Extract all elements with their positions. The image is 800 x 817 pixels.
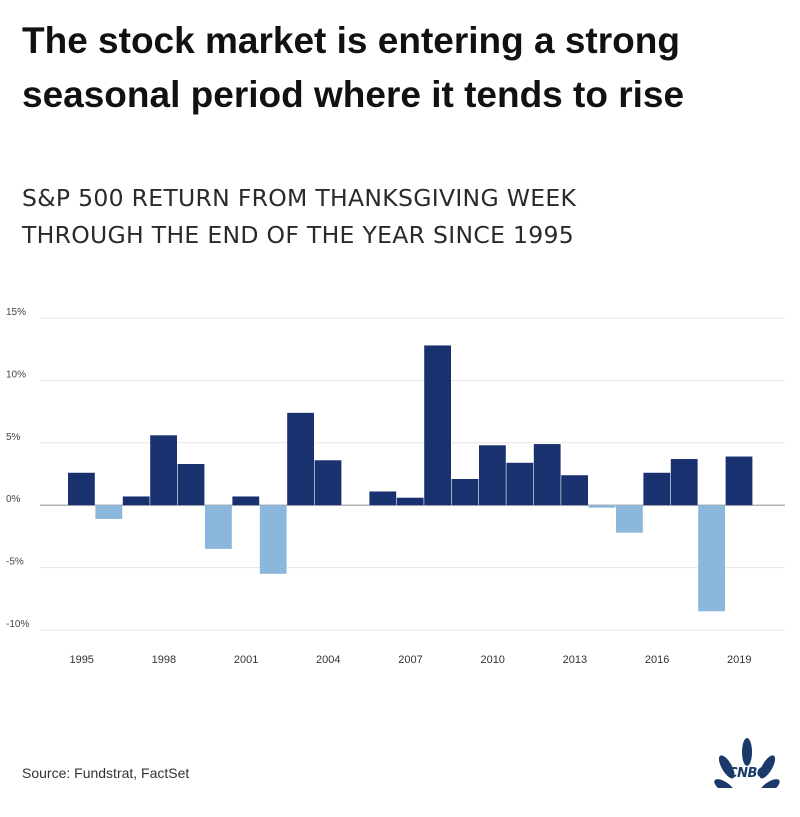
y-tick-label: 0% bbox=[6, 494, 21, 505]
x-tick-label: 2004 bbox=[316, 654, 340, 666]
bar-2017 bbox=[670, 459, 698, 506]
bar-2004 bbox=[314, 460, 342, 506]
subtitle-line-2: THROUGH THE END OF THE YEAR SINCE 1995 bbox=[22, 221, 575, 249]
bar-2001 bbox=[232, 496, 260, 506]
source-note: Source: Fundstrat, FactSet bbox=[22, 765, 190, 781]
nbc-peacock-icon bbox=[714, 738, 780, 788]
x-tick-label: 2019 bbox=[727, 654, 751, 666]
bar-2019 bbox=[725, 456, 753, 506]
x-tick-label: 2016 bbox=[645, 654, 669, 666]
x-tick-label: 2010 bbox=[480, 654, 504, 666]
bar-2006 bbox=[369, 491, 397, 506]
bar-2010 bbox=[479, 445, 506, 506]
y-tick-label: 5% bbox=[6, 432, 21, 443]
bar-2007 bbox=[396, 497, 424, 506]
y-tick-label: 15% bbox=[6, 307, 26, 318]
bar-1997 bbox=[122, 496, 150, 506]
bar-2002 bbox=[259, 505, 287, 574]
y-tick-label: -5% bbox=[6, 557, 24, 568]
bar-2016 bbox=[643, 472, 671, 506]
bar-1999 bbox=[177, 464, 205, 506]
bar-1998 bbox=[150, 435, 177, 506]
chart-subtitle: S&P 500 RETURN FROM THANKSGIVING WEEK TH… bbox=[22, 180, 782, 254]
bar-chart: 15% 10% 5% 0% -5% -10% 1995 1998 2001 2004 2007 20… bbox=[6, 307, 785, 666]
bar-2003 bbox=[287, 412, 314, 506]
y-tick-label: -10% bbox=[6, 619, 29, 630]
bar-2011 bbox=[506, 462, 534, 506]
x-tick-label: 1995 bbox=[69, 654, 93, 666]
bar-2008 bbox=[424, 345, 451, 506]
x-tick-label: 2007 bbox=[398, 654, 422, 666]
y-tick-label: 10% bbox=[6, 369, 26, 380]
x-tick-label: 2013 bbox=[563, 654, 587, 666]
cnbc-logo-text: CNBC bbox=[728, 766, 766, 781]
y-axis-labels: 15% 10% 5% 0% -5% -10% bbox=[6, 307, 29, 630]
bars bbox=[68, 345, 753, 612]
bar-2013 bbox=[561, 475, 588, 506]
bar-1995 bbox=[68, 472, 95, 506]
bar-1996 bbox=[95, 505, 123, 519]
x-tick-label: 1998 bbox=[152, 654, 176, 666]
bar-2000 bbox=[205, 505, 232, 549]
bar-2009 bbox=[451, 478, 479, 506]
bar-2015 bbox=[616, 505, 643, 533]
bar-2014 bbox=[588, 505, 616, 508]
bar-2018 bbox=[698, 505, 725, 612]
subtitle-line-1: S&P 500 RETURN FROM THANKSGIVING WEEK bbox=[22, 184, 577, 212]
chart-title: The stock market is entering a strong se… bbox=[22, 20, 685, 115]
x-tick-label: 2001 bbox=[234, 654, 258, 666]
bar-2012 bbox=[533, 444, 561, 506]
x-axis-labels: 1995 1998 2001 2004 2007 2010 2013 2016 2019 bbox=[69, 654, 751, 666]
